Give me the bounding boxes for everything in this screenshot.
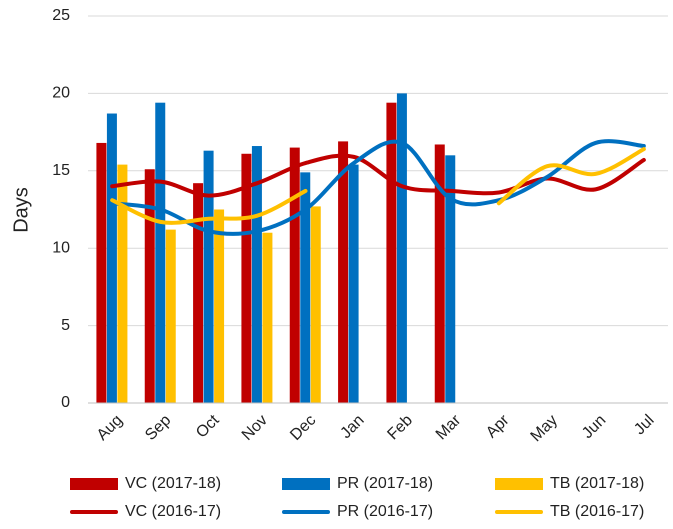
x-tick-label: Oct — [193, 411, 223, 441]
bar — [262, 232, 273, 403]
legend-label: TB (2016-17) — [550, 503, 644, 520]
x-tick-label: Apr — [483, 411, 513, 441]
y-tick-label: 5 — [61, 317, 70, 334]
legend-swatch — [282, 478, 330, 490]
legend-swatch — [70, 478, 118, 490]
x-tick-label: Aug — [94, 412, 126, 444]
bar — [214, 209, 225, 403]
x-tick-label: Jul — [631, 412, 657, 438]
bar — [300, 172, 311, 403]
legend-swatch — [495, 478, 543, 490]
x-tick-label: Feb — [384, 412, 416, 444]
bar — [203, 150, 214, 403]
y-tick-label: 20 — [52, 85, 70, 102]
x-tick-label: Dec — [287, 412, 319, 444]
bar — [445, 155, 456, 403]
bar — [241, 153, 252, 403]
legend-label: PR (2017-18) — [337, 475, 433, 492]
x-tick-label: Nov — [239, 412, 271, 444]
x-tick-label: Jan — [337, 412, 367, 442]
bar — [251, 146, 262, 404]
y-tick-label: 0 — [61, 394, 70, 411]
x-tick-label: May — [528, 412, 561, 445]
line — [110, 153, 646, 198]
legend-label: VC (2016-17) — [125, 503, 221, 520]
x-tick-label: Jun — [579, 412, 609, 442]
bar — [434, 144, 445, 403]
y-tick-label: 10 — [52, 239, 70, 256]
bar — [386, 102, 397, 404]
bar — [117, 164, 128, 403]
bar — [193, 183, 204, 403]
bar — [106, 113, 117, 404]
y-tick-label: 15 — [52, 162, 70, 179]
bar — [155, 102, 166, 404]
line — [110, 139, 646, 236]
x-tick-label: Mar — [433, 411, 465, 443]
legend-label: TB (2017-18) — [550, 475, 644, 492]
bar — [338, 141, 349, 403]
legend-label: PR (2016-17) — [337, 503, 433, 520]
y-tick-label: 25 — [52, 7, 70, 24]
y-axis-label: Days — [10, 187, 32, 233]
bar — [348, 164, 359, 403]
bar — [165, 229, 176, 403]
x-tick-label: Sep — [142, 412, 174, 444]
bar — [289, 147, 300, 403]
bar — [396, 93, 407, 404]
bar — [144, 169, 155, 403]
bar — [96, 142, 107, 403]
line — [110, 147, 646, 225]
legend-label: VC (2017-18) — [125, 475, 221, 492]
bar — [310, 206, 321, 403]
